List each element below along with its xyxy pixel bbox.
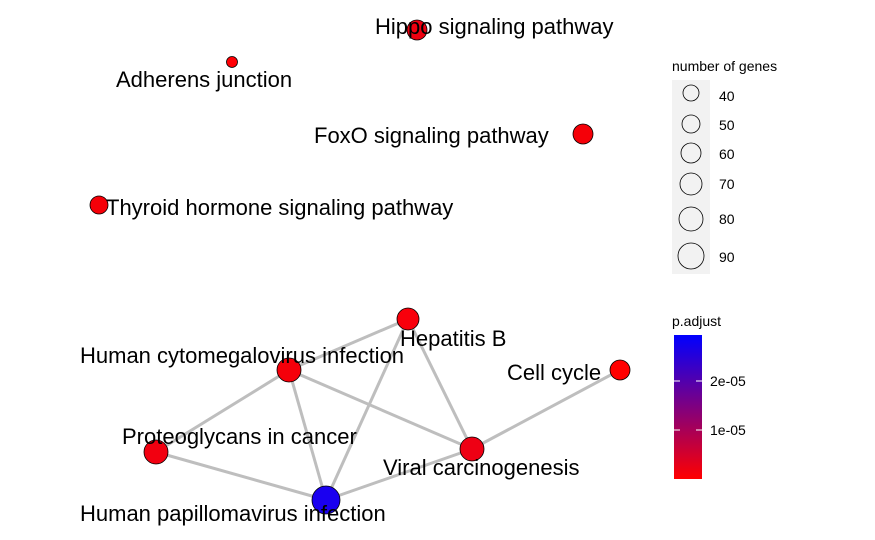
- node-cellcycle: [609, 359, 631, 381]
- label-hippo: Hippo signaling pathway: [375, 14, 614, 39]
- node-thyroid: [89, 195, 109, 215]
- edge-hepb-hpv: [324, 318, 410, 501]
- label-thyroid: Thyroid hormone signaling pathway: [106, 195, 453, 220]
- label-foxo: FoxO signaling pathway: [314, 123, 549, 148]
- size-legend-circle-40: [682, 84, 700, 102]
- labels-layer: Hippo signaling pathway Adherens junctio…: [80, 14, 614, 526]
- size-legend: number of genes 40 50 60 70 80 90: [672, 58, 777, 274]
- size-legend-circle-50: [681, 114, 701, 134]
- size-legend-key-background: [672, 80, 710, 274]
- size-legend-circle-80: [678, 206, 704, 232]
- color-legend: p.adjust 2e-05 1e-05: [672, 313, 746, 479]
- size-legend-label-70: 70: [719, 176, 735, 192]
- nodes-layer: [89, 19, 631, 515]
- label-hpv: Human papillomavirus infection: [80, 501, 386, 526]
- size-legend-circle-70: [679, 172, 703, 196]
- label-adherens: Adherens junction: [116, 67, 292, 92]
- edge-viral-hpv: [325, 447, 473, 502]
- label-proteo: Proteoglycans in cancer: [122, 424, 357, 449]
- size-legend-label-40: 40: [719, 88, 735, 104]
- node-adherens: [226, 56, 238, 68]
- size-legend-label-80: 80: [719, 211, 735, 227]
- node-hcmv: [276, 357, 302, 383]
- label-cellcycle: Cell cycle: [507, 360, 601, 385]
- color-legend-tick-2e-05: 2e-05: [710, 373, 746, 389]
- node-hepb: [396, 307, 420, 331]
- edges-layer: [155, 317, 621, 502]
- size-legend-label-90: 90: [719, 249, 735, 265]
- color-legend-title: p.adjust: [672, 313, 721, 329]
- node-hpv: [311, 485, 341, 515]
- edge-viral-cellcycle: [471, 368, 621, 451]
- node-hippo: [406, 19, 428, 41]
- node-foxo: [572, 123, 594, 145]
- size-legend-label-60: 60: [719, 146, 735, 162]
- edge-hcmv-hpv: [287, 369, 328, 501]
- size-legend-label-50: 50: [719, 117, 735, 133]
- size-legend-circle-60: [680, 142, 702, 164]
- color-legend-tick-1e-05: 1e-05: [710, 422, 746, 438]
- color-bar: [674, 335, 702, 479]
- node-proteo: [143, 439, 169, 465]
- size-legend-title: number of genes: [672, 58, 777, 74]
- edge-hepb-hcmv: [288, 317, 409, 372]
- edge-hcmv-proteo: [155, 368, 290, 454]
- edge-hepb-viral: [406, 318, 474, 450]
- edge-proteo-hpv: [155, 450, 327, 502]
- edge-hcmv-viral: [288, 368, 473, 451]
- label-hepb: Hepatitis B: [400, 326, 506, 351]
- size-legend-circle-90: [677, 242, 705, 270]
- label-viral: Viral carcinogenesis: [383, 455, 579, 480]
- node-viral: [459, 436, 485, 462]
- label-hcmv: Human cytomegalovirus infection: [80, 343, 404, 368]
